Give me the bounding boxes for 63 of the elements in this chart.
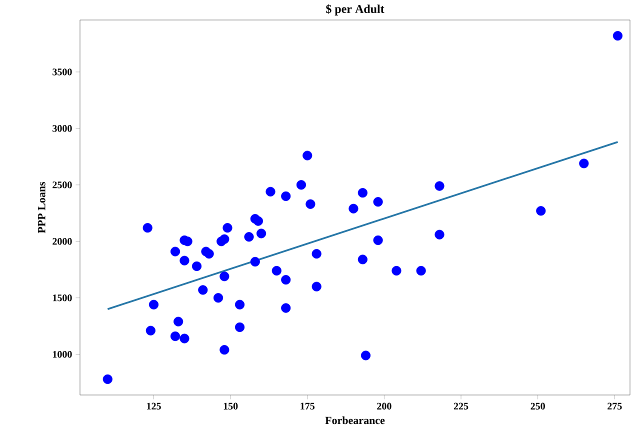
point xyxy=(360,350,371,360)
x-axis-title: Forbearance xyxy=(325,416,385,424)
y-tick-label: 1000 xyxy=(53,350,72,358)
y-tick-label: 3000 xyxy=(52,125,72,132)
point xyxy=(312,282,322,292)
point xyxy=(373,235,383,246)
point xyxy=(250,256,260,267)
point xyxy=(220,234,230,244)
y-tick-label: 1500 xyxy=(53,294,72,302)
point xyxy=(146,326,156,336)
point xyxy=(392,266,402,276)
y-axis-title: PPP Loans xyxy=(38,182,46,234)
point xyxy=(434,230,444,240)
point xyxy=(612,31,623,41)
point xyxy=(358,188,368,198)
point xyxy=(348,204,358,214)
point xyxy=(234,300,245,310)
point xyxy=(244,232,254,242)
point xyxy=(358,254,368,264)
point xyxy=(142,223,152,233)
point xyxy=(170,246,180,256)
y-tick-label: 3500 xyxy=(52,68,72,76)
point xyxy=(416,266,426,276)
point xyxy=(253,216,264,226)
x-tick-label: 250 xyxy=(530,402,545,410)
point xyxy=(234,322,245,332)
point xyxy=(220,272,230,282)
point xyxy=(204,249,214,259)
point xyxy=(174,316,184,326)
point xyxy=(220,345,230,355)
point xyxy=(272,266,282,276)
point xyxy=(434,181,444,191)
x-tick-label: 150 xyxy=(224,402,238,410)
point xyxy=(180,334,190,344)
point xyxy=(296,180,306,190)
point xyxy=(148,300,159,310)
point xyxy=(536,206,546,216)
point xyxy=(182,236,192,246)
y-tick-label: 2000 xyxy=(52,238,72,245)
x-tick-label: 200 xyxy=(377,402,392,410)
x-tick-label: 275 xyxy=(608,402,622,410)
point xyxy=(306,199,316,209)
point xyxy=(579,158,589,168)
point xyxy=(192,261,202,272)
point xyxy=(213,293,224,303)
point xyxy=(180,256,190,266)
point xyxy=(266,186,276,196)
point xyxy=(170,331,180,342)
x-tick-label: 125 xyxy=(147,402,161,410)
point xyxy=(312,249,322,259)
y-tick-label: 2500 xyxy=(52,182,72,188)
point xyxy=(281,274,291,285)
point xyxy=(102,374,112,384)
point xyxy=(373,197,383,207)
point xyxy=(302,150,312,160)
point xyxy=(222,223,232,233)
x-tick-label: 175 xyxy=(300,402,315,410)
point xyxy=(256,228,266,238)
x-tick-label: 225 xyxy=(454,402,468,410)
point xyxy=(198,285,208,295)
chart-title: $ per Adult xyxy=(326,4,384,16)
point xyxy=(281,191,291,201)
point xyxy=(281,303,291,313)
